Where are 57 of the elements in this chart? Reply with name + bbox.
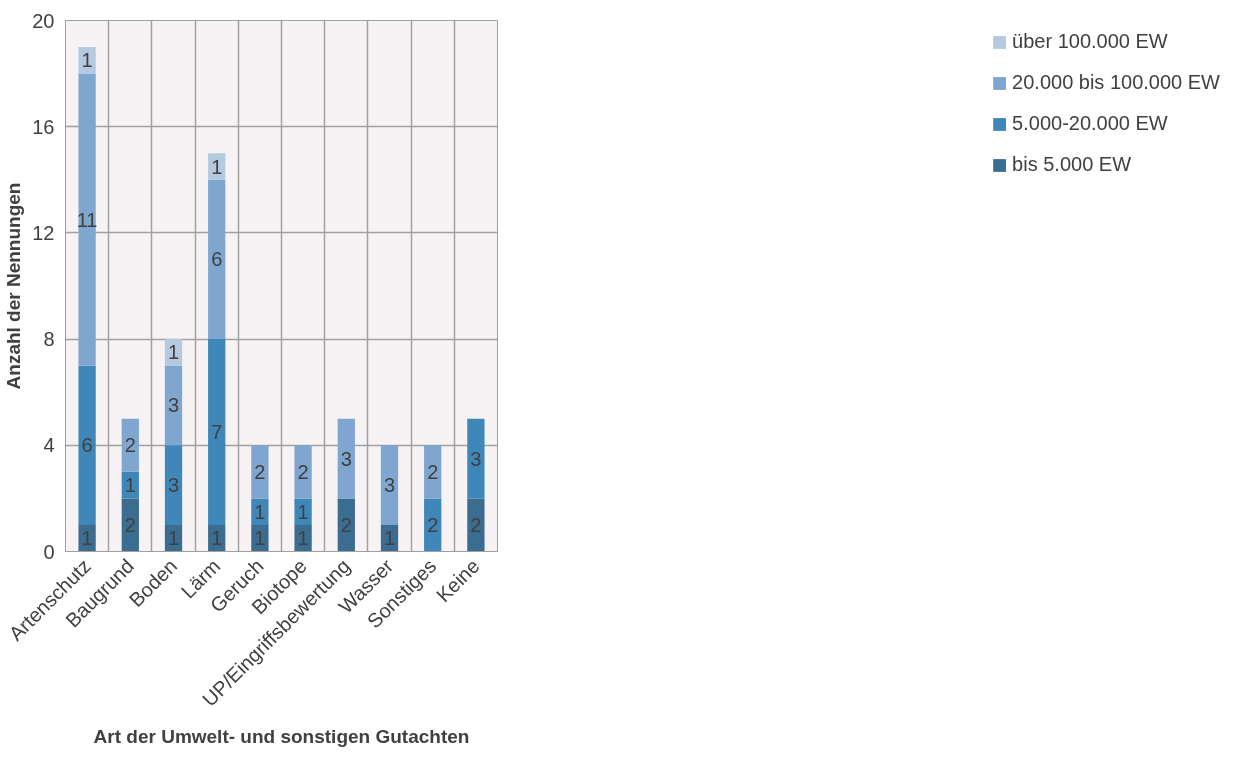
data-label: 2 xyxy=(124,513,136,536)
y-tick-label: 8 xyxy=(43,328,55,351)
data-label: 6 xyxy=(81,434,93,457)
bar xyxy=(251,445,269,499)
bar xyxy=(424,445,442,499)
data-label: 1 xyxy=(383,527,396,550)
bar xyxy=(208,179,226,340)
bar xyxy=(467,418,485,499)
x-axis-title: Art der Umwelt- und sonstigen Gutachten xyxy=(93,726,470,748)
data-label: 1 xyxy=(124,474,136,497)
data-label: 6 xyxy=(211,248,223,271)
bar xyxy=(424,498,442,552)
data-label: 1 xyxy=(167,341,180,364)
bar xyxy=(380,445,399,525)
bar xyxy=(164,365,183,446)
legend-label: über 100.000 EW xyxy=(1012,30,1168,53)
bar xyxy=(78,73,96,366)
data-label: 2 xyxy=(124,434,136,457)
data-label: 1 xyxy=(254,527,266,550)
data-label: 1 xyxy=(254,500,266,523)
y-tick-label: 4 xyxy=(43,434,55,457)
data-label: 2 xyxy=(427,513,439,536)
bar xyxy=(467,498,485,552)
data-label: 7 xyxy=(211,421,223,444)
y-tick-label: 16 xyxy=(32,115,55,138)
data-label: 2 xyxy=(427,460,439,483)
data-label: 3 xyxy=(167,474,180,497)
data-label: 1 xyxy=(211,155,223,178)
bar xyxy=(294,445,312,499)
y-tick-label: 20 xyxy=(32,9,55,32)
legend-label: bis 5.000 EW xyxy=(1012,153,1132,176)
data-label: 3 xyxy=(167,394,180,417)
legend-label: 5.000-20.000 EW xyxy=(1012,112,1168,135)
data-label: 2 xyxy=(340,513,352,536)
y-tick-label: 12 xyxy=(32,221,55,244)
y-tick-label: 0 xyxy=(43,540,55,563)
bar xyxy=(121,498,139,552)
bar xyxy=(78,365,96,525)
data-label: 1 xyxy=(81,49,93,72)
bar xyxy=(121,418,139,472)
bar xyxy=(164,445,183,525)
data-label: 1 xyxy=(167,527,180,550)
bar xyxy=(337,418,355,499)
data-label: 2 xyxy=(254,460,266,483)
data-label: 2 xyxy=(470,513,482,536)
data-label: 3 xyxy=(470,447,482,470)
data-label: 1 xyxy=(297,527,309,550)
data-label: 2 xyxy=(297,460,309,483)
data-label: 3 xyxy=(383,474,396,497)
y-axis-title: Anzahl der Nennungen xyxy=(3,182,25,390)
data-label: 1 xyxy=(81,527,93,550)
bar xyxy=(208,339,226,525)
bar xyxy=(337,498,355,552)
data-label: 1 xyxy=(211,527,223,550)
data-label: 1 xyxy=(297,500,309,523)
legend-label: 20.000 bis 100.000 EW xyxy=(1012,71,1220,94)
data-label: 3 xyxy=(340,447,352,470)
